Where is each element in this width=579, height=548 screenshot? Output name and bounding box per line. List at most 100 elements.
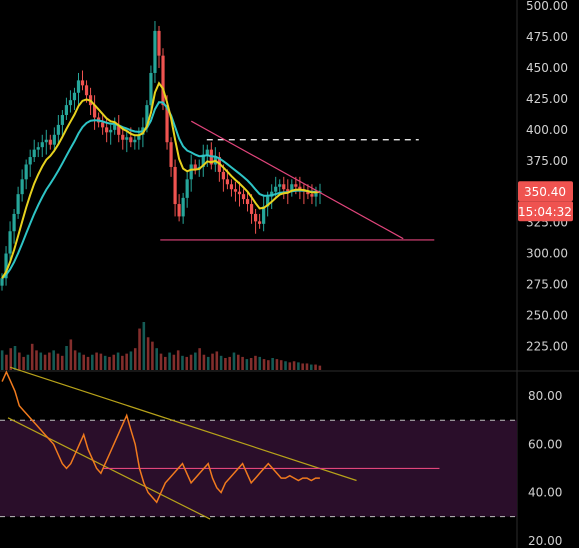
volume-bar xyxy=(232,352,236,370)
volume-bar xyxy=(103,355,107,370)
volume-bar xyxy=(5,354,8,370)
candle-body xyxy=(68,100,73,106)
candle-body xyxy=(153,30,157,73)
volume-bar xyxy=(202,354,206,370)
rsi-channel-upper xyxy=(9,366,357,482)
volume-bar xyxy=(245,359,249,370)
price-axis: 500.00 475.00 450.00 425.00 400.00 375.00 350.… xyxy=(526,0,568,353)
candle-body xyxy=(185,179,189,198)
descending-trendline xyxy=(190,120,404,240)
volume-bar xyxy=(297,362,300,370)
volume-bar xyxy=(301,363,304,370)
price-pane: 500.00 475.00 450.00 425.00 400.00 375.00 350.… xyxy=(0,0,568,370)
volume-bar xyxy=(99,353,103,370)
candle-body xyxy=(84,85,89,96)
candle-body xyxy=(258,221,262,224)
volume-bar xyxy=(228,356,231,370)
candle-body xyxy=(149,72,153,106)
volume-bar xyxy=(125,353,128,370)
volume-bar xyxy=(314,364,317,370)
candle-body xyxy=(173,166,177,205)
volume-bar xyxy=(146,337,150,370)
volume-bar xyxy=(108,356,111,370)
volume-bar xyxy=(22,356,25,370)
candle-body xyxy=(157,30,161,56)
candle-body xyxy=(8,231,12,254)
rsi-axis: 80.00 60.00 40.00 20.00 xyxy=(528,389,562,548)
volume-bar xyxy=(288,362,292,370)
volume-bars xyxy=(0,322,322,370)
candle-body xyxy=(105,127,109,133)
candle-body xyxy=(290,184,294,192)
candle-body xyxy=(32,149,36,158)
volume-bar xyxy=(271,358,274,370)
rsi-line xyxy=(1,370,320,504)
price-tick-label: 450.00 xyxy=(526,61,568,75)
candle-body xyxy=(72,92,77,101)
volume-bar xyxy=(9,348,13,370)
candle-body xyxy=(241,194,246,200)
candlesticks xyxy=(0,21,322,291)
volume-bar xyxy=(168,352,171,370)
volume-bar xyxy=(258,356,262,370)
volume-bar xyxy=(48,352,51,370)
price-tick-label: 300.00 xyxy=(526,247,568,261)
volume-bar xyxy=(206,356,210,370)
candle-body xyxy=(161,55,165,106)
candle-body xyxy=(233,189,238,192)
volume-bar xyxy=(194,352,197,370)
candle-body xyxy=(165,105,169,143)
volume-bar xyxy=(309,364,313,370)
candle-body xyxy=(56,124,60,135)
rsi-pane: 80.00 60.00 40.00 20.00 xyxy=(0,366,562,548)
volume-bar xyxy=(211,353,214,370)
volume-bar xyxy=(82,354,86,370)
volume-bar xyxy=(189,354,193,370)
price-tick-label: 400.00 xyxy=(526,123,568,137)
volume-bar xyxy=(121,355,124,370)
candle-body xyxy=(314,191,318,197)
volume-bar xyxy=(262,359,266,370)
volume-bar xyxy=(0,350,4,370)
candle-body xyxy=(40,142,44,148)
candle-body xyxy=(193,164,197,170)
volume-bar xyxy=(56,353,60,370)
candle-body xyxy=(24,164,28,180)
volume-bar xyxy=(164,356,167,370)
candle-body xyxy=(274,186,278,192)
volume-bar xyxy=(155,348,158,370)
candle-body xyxy=(64,105,69,116)
volume-bar xyxy=(236,354,240,370)
candle-body xyxy=(137,134,141,140)
volume-bar xyxy=(279,360,283,370)
candle-body xyxy=(278,184,282,187)
candle-body xyxy=(4,253,8,279)
volume-bar xyxy=(176,350,180,370)
candle-body xyxy=(266,196,270,207)
price-tick-label: 425.00 xyxy=(526,92,568,106)
volume-bar xyxy=(224,358,227,370)
volume-bar xyxy=(151,341,154,370)
price-tick-label: 250.00 xyxy=(526,308,568,322)
candle-body xyxy=(109,129,113,133)
volume-bar xyxy=(52,350,55,370)
volume-bar xyxy=(172,354,176,370)
rsi-tick-label: 60.00 xyxy=(528,437,562,451)
price-tick-label: 275.00 xyxy=(526,277,568,291)
volume-bar xyxy=(159,353,163,370)
time-badge: 15:04:32 xyxy=(518,201,573,222)
candle-body xyxy=(44,139,48,143)
volume-bar xyxy=(86,356,90,370)
time-badge-label: 15:04:32 xyxy=(518,205,572,219)
volume-bar xyxy=(275,359,279,370)
candle-body xyxy=(101,122,105,128)
candle-body xyxy=(28,157,32,165)
volume-bar xyxy=(129,351,133,370)
rsi-tick-label: 20.00 xyxy=(528,534,562,548)
volume-bar xyxy=(91,354,94,370)
candle-body xyxy=(310,194,314,197)
candle-body xyxy=(189,164,193,180)
volume-bar xyxy=(60,355,64,370)
candle-body xyxy=(113,124,117,130)
